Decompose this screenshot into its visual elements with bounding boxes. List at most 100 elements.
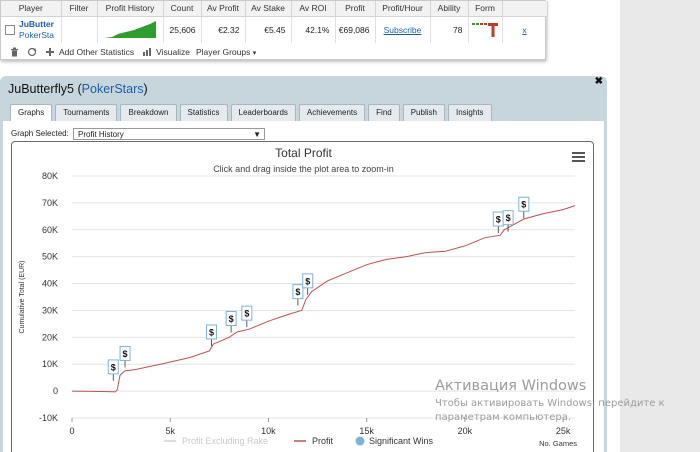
close-icon[interactable]: ✖ [594, 76, 603, 87]
add-icon[interactable] [45, 47, 55, 57]
column-header[interactable]: Form [468, 1, 503, 17]
legend-rake-label: Profit Excluding Rake [182, 436, 268, 446]
y-tick-label: 70K [42, 198, 58, 208]
y-tick-label: 60K [42, 225, 58, 235]
significant-win-marker [119, 345, 131, 361]
tab-statistics[interactable]: Statistics [179, 104, 228, 121]
av-roi-cell: 42.1% [291, 16, 336, 43]
panel-title: JuButterfly5 (PokerStars) [8, 82, 148, 96]
x-tick-label: 15k [359, 426, 374, 436]
av-stake-cell: €5.45 [245, 16, 292, 43]
significant-win-marker [302, 273, 314, 289]
stats-table: Player Filter Profit History Count Av Pr… [0, 0, 548, 60]
tab-graphs[interactable]: Graphs [10, 104, 53, 122]
refresh-icon[interactable] [27, 47, 37, 57]
x-tick-label: 25k [556, 426, 571, 436]
x-tick-label: 0 [69, 426, 74, 436]
watermark-line: Чтобы активировать Windows, перейдите к [435, 398, 665, 409]
significant-win-symbol: $ [244, 309, 249, 319]
column-header[interactable]: Av ROI [291, 1, 336, 17]
tab-achievements[interactable]: Achievements [298, 104, 366, 121]
chart-subtitle: Click and drag inside the plot area to z… [213, 164, 394, 174]
column-header[interactable]: Profit [335, 1, 376, 17]
tab-leaderboards[interactable]: Leaderboards [230, 104, 296, 121]
network-link[interactable]: PokerSta [19, 29, 54, 40]
y-tick-label: 0 [53, 386, 58, 396]
sparkline-area [104, 20, 156, 38]
significant-win-symbol: $ [209, 327, 214, 337]
player-groups-dropdown[interactable]: Player Groups ▾ [196, 47, 256, 57]
graph-select[interactable]: Profit History ▼ [73, 128, 265, 140]
filter-cell [61, 16, 98, 43]
panel-body: Graph Selected: Profit History ▼ Total P… [3, 121, 604, 452]
x-tick-label: 5k [165, 426, 175, 436]
profit-chart[interactable]: -10K 0 10K 20K 30K 40K 50K 60K 70K 80K 0 5k 10k 15k 20… [12, 142, 594, 452]
x-tick-label: 10k [261, 426, 276, 436]
column-header[interactable]: Profit History [97, 1, 164, 17]
significant-win-marker [292, 284, 304, 300]
profit-history-sparkline[interactable] [97, 16, 164, 43]
column-header[interactable]: Filter [61, 1, 98, 17]
tab-tournaments[interactable]: Tournaments [55, 104, 118, 121]
table-header-row: Player Filter Profit History Count Av Pr… [1, 1, 548, 17]
column-header[interactable]: Ability [430, 1, 469, 17]
visualize-button[interactable]: Visualize [156, 46, 190, 57]
column-header[interactable]: Av Profit [201, 1, 246, 17]
column-header[interactable]: Player [1, 1, 62, 17]
tab-insights[interactable]: Insights [447, 104, 492, 121]
caret-down-icon: ▾ [252, 49, 257, 57]
network-title[interactable]: PokerStars [81, 82, 144, 96]
chart-icon[interactable] [142, 47, 152, 57]
stats-toolbar: Add Other Statistics Visualize Player Gr… [1, 43, 547, 60]
significant-win-marker [241, 305, 253, 321]
significant-win-symbol: $ [496, 215, 501, 225]
significant-win-symbol: $ [506, 213, 511, 223]
profit-series-line [71, 205, 576, 393]
profit-hour-cell: Subscribe [375, 16, 431, 43]
tab-bar: Graphs Tournaments Breakdown Statistics … [10, 104, 492, 122]
count-cell: 25,606 [163, 16, 202, 43]
remove-link[interactable]: x [522, 24, 527, 35]
watermark-line: параметрам компьютера. [435, 412, 572, 423]
tab-publish[interactable]: Publish [402, 104, 445, 121]
significant-win-symbol: $ [123, 349, 128, 359]
player-panel: JuButterfly5 (PokerStars) ✖ Graphs Tourn… [0, 76, 607, 452]
player-cell: JuButter PokerSta [1, 16, 62, 43]
significant-win-marker [518, 196, 530, 212]
legend-profit-label: Profit [312, 436, 334, 446]
row-checkbox[interactable] [5, 24, 15, 35]
x-tick-label: 20k [458, 426, 473, 436]
y-tick-label: 40K [42, 279, 58, 289]
hamburger-menu-icon[interactable] [572, 152, 585, 162]
subscribe-link[interactable]: Subscribe [383, 24, 422, 35]
player-groups-label: Player Groups [196, 46, 251, 57]
y-tick-label: 10K [42, 359, 58, 369]
significant-win-symbol: $ [295, 287, 300, 297]
column-header-blank [502, 1, 548, 17]
column-header[interactable]: Profit/Hour [375, 1, 431, 17]
significant-win-marker [225, 311, 237, 327]
background-band [620, 0, 700, 452]
profit-cell: €69,086 [335, 16, 376, 43]
ability-cell: 78 [430, 16, 469, 43]
tab-find[interactable]: Find [368, 104, 400, 121]
add-other-statistics-button[interactable]: Add Other Statistics [59, 46, 135, 57]
significant-win-symbol: $ [521, 200, 526, 210]
table-row: JuButter PokerSta 25,606 €2.32 €5.45 42.… [1, 16, 548, 43]
sparkline-chart [104, 20, 156, 38]
graph-select-value: Profit History [78, 130, 124, 139]
chevron-down-icon: ▼ [253, 130, 261, 139]
y-tick-label: -10K [39, 413, 58, 423]
chart-container[interactable]: Total Profit Click and drag inside the p… [11, 141, 594, 452]
column-header[interactable]: Av Stake [245, 1, 292, 17]
significant-win-marker [205, 324, 217, 340]
av-profit-cell: €2.32 [201, 16, 246, 43]
significant-win-marker [107, 359, 119, 375]
y-tick-label: 30K [42, 305, 58, 315]
legend-sigwins-label: Significant Wins [369, 436, 434, 446]
trash-icon[interactable] [9, 47, 19, 57]
tab-breakdown[interactable]: Breakdown [120, 104, 177, 121]
column-header[interactable]: Count [163, 1, 202, 17]
player-name-link[interactable]: JuButter [19, 18, 54, 29]
y-tick-label: 80K [42, 171, 58, 181]
